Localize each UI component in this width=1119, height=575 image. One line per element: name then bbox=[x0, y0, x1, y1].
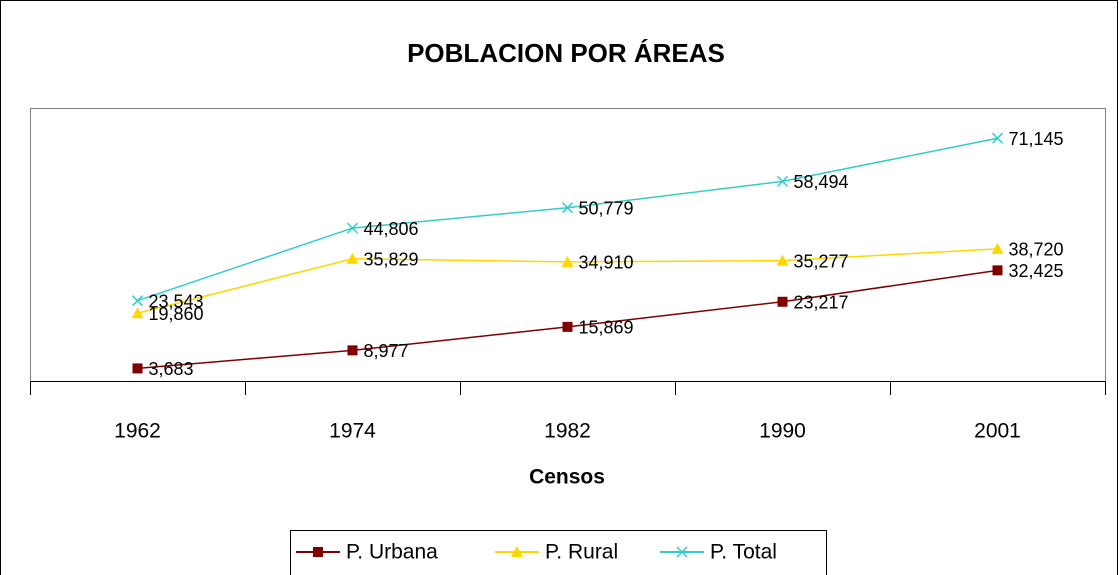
x-tick-label: 1982 bbox=[544, 420, 591, 443]
chart-title: POBLACION POR ÁREAS bbox=[407, 38, 725, 68]
data-point bbox=[777, 296, 788, 307]
plot-area bbox=[30, 108, 1106, 382]
legend-label: P. Urbana bbox=[346, 541, 438, 564]
data-label: 8,977 bbox=[364, 341, 409, 361]
data-label: 34,910 bbox=[579, 253, 634, 273]
data-point bbox=[562, 321, 573, 332]
x-tick-label: 1974 bbox=[329, 420, 376, 443]
data-point bbox=[561, 255, 574, 267]
data-point bbox=[992, 265, 1003, 276]
x-tick-label: 1990 bbox=[759, 420, 806, 443]
data-point bbox=[991, 132, 1004, 144]
legend-label: P. Rural bbox=[545, 541, 618, 564]
data-point bbox=[346, 222, 359, 234]
legend-marker bbox=[676, 546, 688, 558]
data-point bbox=[776, 175, 789, 187]
x-axis-label: Censos bbox=[529, 466, 605, 489]
data-label: 58,494 bbox=[794, 172, 849, 192]
data-point bbox=[776, 254, 789, 266]
data-label: 23,543 bbox=[149, 291, 204, 311]
data-label: 44,806 bbox=[364, 219, 419, 239]
data-point bbox=[991, 242, 1004, 254]
data-label: 71,145 bbox=[1009, 129, 1064, 149]
data-label: 35,277 bbox=[794, 251, 849, 271]
x-tick-label: 1962 bbox=[114, 420, 161, 443]
x-tick-label: 2001 bbox=[974, 420, 1021, 443]
legend-box bbox=[290, 530, 827, 575]
data-point bbox=[132, 363, 143, 374]
data-point bbox=[131, 307, 144, 319]
data-label: 38,720 bbox=[1009, 240, 1064, 260]
data-point bbox=[561, 202, 574, 214]
data-label: 23,217 bbox=[794, 293, 849, 313]
data-label: 50,779 bbox=[579, 198, 634, 218]
data-label: 35,829 bbox=[364, 249, 419, 269]
data-label: 3,683 bbox=[149, 359, 194, 379]
data-point bbox=[131, 295, 144, 307]
data-point bbox=[346, 252, 359, 264]
legend-marker bbox=[313, 547, 323, 557]
data-point bbox=[347, 345, 358, 356]
legend-marker bbox=[511, 546, 523, 557]
data-label: 19,860 bbox=[149, 304, 204, 324]
data-label: 15,869 bbox=[579, 318, 634, 338]
legend-label: P. Total bbox=[710, 541, 777, 564]
data-label: 32,425 bbox=[1009, 261, 1064, 281]
